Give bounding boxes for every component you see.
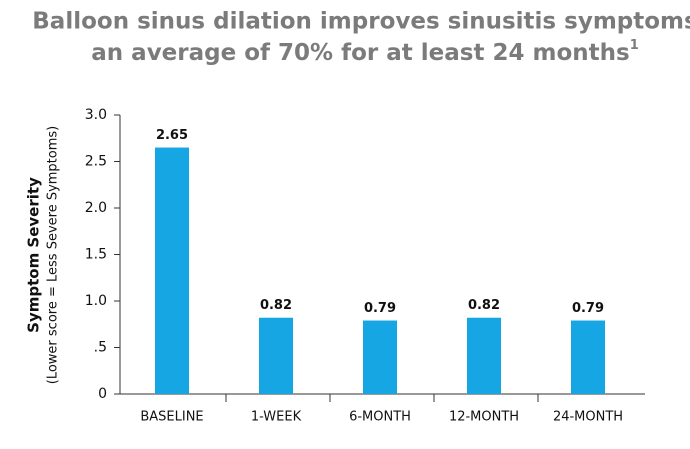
chart-title: an average of 70% for at least 24 months…	[91, 38, 638, 66]
bar	[363, 320, 397, 394]
value-label: 2.65	[156, 128, 188, 143]
y-tick-label: 2.5	[85, 154, 107, 170]
x-tick-label: BASELINE	[140, 410, 203, 425]
chart-title: an average of 70% for at least 24 months	[91, 40, 629, 66]
y-tick-label: 1.5	[85, 247, 107, 263]
y-axis-label: Symptom Severity	[25, 177, 43, 333]
y-tick-label: .5	[94, 340, 107, 356]
y-tick-label: 3.0	[85, 107, 107, 123]
bar	[571, 320, 605, 394]
y-tick-label: 1.0	[85, 293, 107, 309]
value-label: 0.82	[260, 298, 292, 313]
x-tick-label: 12-MONTH	[449, 410, 519, 425]
y-tick-label: 0	[98, 386, 107, 402]
title-superscript: 1	[630, 38, 639, 53]
y-axis-sublabel: (Lower score = Less Severe Symptoms)	[46, 126, 61, 384]
bar	[155, 147, 189, 394]
chart-title: Balloon sinus dilation improves sinusiti…	[32, 9, 690, 35]
bar	[467, 317, 501, 394]
value-label: 0.79	[364, 301, 396, 316]
value-label: 0.82	[468, 298, 500, 313]
x-tick-label: 6-MONTH	[349, 410, 411, 425]
x-tick-label: 24-MONTH	[553, 410, 623, 425]
y-tick-label: 2.0	[85, 200, 107, 216]
bar	[259, 317, 293, 394]
x-tick-label: 1-WEEK	[251, 410, 302, 425]
value-label: 0.79	[572, 301, 604, 316]
